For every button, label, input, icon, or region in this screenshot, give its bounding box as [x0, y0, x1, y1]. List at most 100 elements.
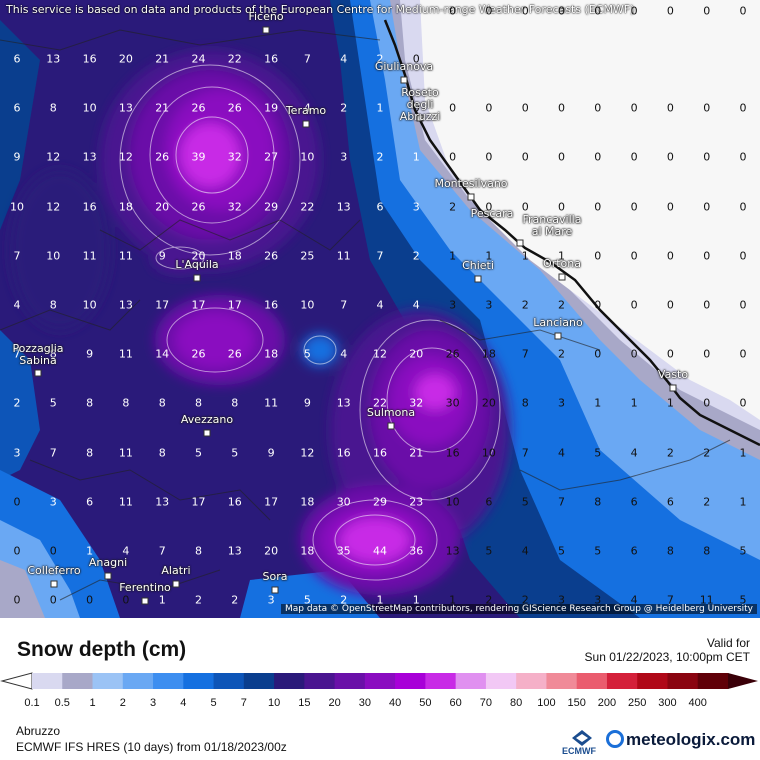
scale-swatch	[606, 673, 638, 689]
grid-value: 8	[158, 396, 166, 410]
city-label[interactable]: Ortona	[543, 257, 581, 270]
scale-swatch	[697, 673, 729, 689]
grid-value: 5	[231, 446, 239, 460]
scale-tick-label: 0.1	[24, 697, 40, 709]
grid-value: 0	[412, 101, 420, 115]
city-label[interactable]: Montesilvano	[434, 177, 508, 190]
city-label[interactable]: Teramo	[285, 104, 327, 117]
grid-value: 1	[485, 249, 493, 263]
grid-value: 22	[300, 200, 315, 214]
city-label[interactable]: Lanciano	[533, 316, 583, 329]
grid-value: 12	[118, 150, 133, 164]
city-label[interactable]: Sora	[262, 570, 288, 583]
scale-swatch	[274, 673, 305, 689]
grid-value: 16	[227, 495, 242, 509]
grid-value: 0	[630, 200, 638, 214]
grid-value: 7	[49, 446, 57, 460]
city-label[interactable]: Colleferro	[27, 564, 81, 577]
grid-value: 0	[703, 298, 711, 312]
grid-value: 6	[13, 101, 21, 115]
city-label[interactable]: Avezzano	[180, 413, 234, 426]
city-label[interactable]: Ficeno	[248, 10, 284, 23]
scale-tick-label: 20	[328, 697, 341, 709]
grid-value: 16	[336, 446, 351, 460]
grid-value: 11	[118, 446, 133, 460]
scale-tick-label: 250	[628, 697, 647, 709]
scale-tick-label: 70	[479, 697, 493, 709]
scale-swatch	[455, 673, 487, 689]
city-marker-icon	[669, 384, 677, 392]
grid-value: 0	[594, 150, 602, 164]
brand-logo[interactable]: meteologix.com	[606, 730, 755, 750]
grid-value: 12	[46, 150, 61, 164]
grid-value: 20	[264, 544, 279, 558]
city-label[interactable]: Pescara	[470, 207, 514, 220]
grid-value: 20	[155, 200, 170, 214]
grid-value: 0	[739, 249, 747, 263]
grid-value: 29	[373, 495, 387, 509]
city-marker-icon	[387, 422, 395, 430]
grid-value: 11	[82, 249, 97, 263]
grid-value: 9	[303, 396, 311, 410]
city-marker-icon	[554, 332, 562, 340]
scale-tick-label: 150	[567, 697, 586, 709]
ecmwf-logo-icon	[572, 730, 592, 746]
city-label[interactable]: Alatri	[161, 564, 191, 577]
grid-value: 0	[558, 150, 565, 164]
city-label[interactable]: L'Aquila	[175, 258, 219, 271]
grid-value: 0	[594, 249, 602, 263]
grid-value: 6	[13, 52, 21, 66]
grid-value: 32	[227, 200, 242, 214]
grid-value: 7	[340, 298, 348, 312]
grid-value: 2	[231, 593, 239, 607]
grid-value: 2	[485, 593, 493, 607]
grid-value: 0	[739, 150, 747, 164]
city-label[interactable]: Ferentino	[119, 581, 171, 594]
grid-value: 44	[373, 544, 387, 558]
grid-value: 0	[703, 4, 711, 18]
city-label[interactable]: Giulianova	[374, 60, 434, 73]
grid-value: 2	[558, 298, 565, 312]
city-label[interactable]: Pozzaglia Sabina	[12, 342, 64, 367]
grid-value: 10	[10, 200, 24, 214]
scale-tick-label: 5	[210, 697, 217, 709]
snow-depth-map[interactable]	[0, 0, 760, 618]
grid-value: 5	[485, 544, 493, 558]
city-label[interactable]: Anagni	[88, 556, 128, 569]
scale-tick-label: 100	[537, 697, 556, 709]
grid-value: 0	[594, 298, 602, 312]
grid-value: 17	[227, 298, 242, 312]
grid-value: 1	[86, 544, 94, 558]
grid-value: 2	[449, 200, 457, 214]
city-label[interactable]: Roseto degli Abruzzi	[399, 86, 441, 123]
grid-value: 20	[481, 396, 496, 410]
grid-value: 8	[231, 396, 239, 410]
grid-value: 1	[158, 593, 166, 607]
grid-value: 4	[340, 52, 348, 66]
scale-swatch	[32, 673, 63, 689]
grid-value: 0	[739, 347, 747, 361]
grid-value: 0	[13, 593, 21, 607]
grid-value: 6	[86, 495, 94, 509]
scale-tick-label: 400	[688, 697, 707, 709]
grid-value: 2	[703, 495, 711, 509]
grid-value: 8	[594, 495, 602, 509]
grid-value: 4	[558, 446, 565, 460]
scale-tick-label: 60	[449, 697, 462, 709]
grid-value: 0	[739, 4, 747, 18]
grid-value: 16	[445, 446, 460, 460]
grid-value: 2	[340, 593, 348, 607]
grid-value: 7	[666, 593, 674, 607]
scale-tick-label: 1	[89, 697, 96, 709]
grid-value: 0	[630, 4, 638, 18]
grid-value: 32	[409, 396, 424, 410]
city-label[interactable]: Francavilla al Mare	[522, 213, 582, 238]
city-label[interactable]: Chieti	[462, 259, 494, 272]
grid-value: 9	[267, 446, 275, 460]
grid-value: 3	[449, 298, 457, 312]
city-label[interactable]: Vasto	[657, 368, 689, 381]
city-label[interactable]: Sulmona	[366, 406, 416, 419]
scale-tick-label: 80	[510, 697, 523, 709]
grid-value: 39	[191, 150, 206, 164]
grid-value: 35	[336, 544, 351, 558]
